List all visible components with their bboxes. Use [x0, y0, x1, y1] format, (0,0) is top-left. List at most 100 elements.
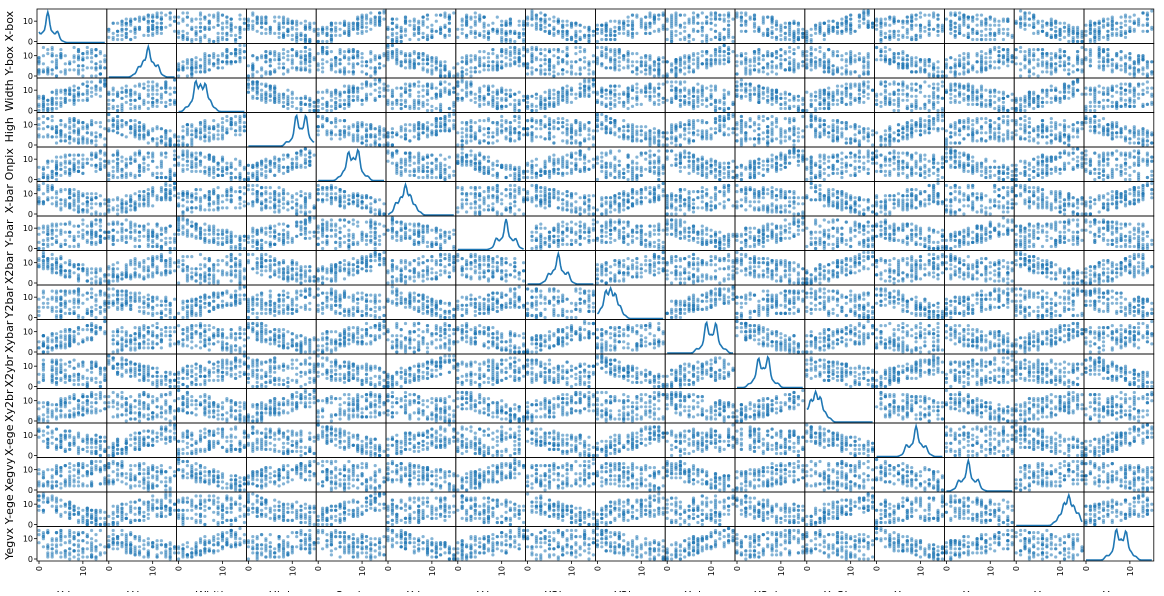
scatter-point — [792, 66, 795, 69]
scatter-point — [46, 52, 49, 55]
scatter-point — [1059, 38, 1062, 41]
panel-marks — [179, 81, 245, 112]
scatter-point — [875, 24, 878, 27]
scatter-point — [587, 28, 590, 31]
scatter-point — [701, 22, 704, 25]
scatter-point — [125, 95, 128, 98]
scatter-point — [478, 64, 481, 67]
scatter-point — [1054, 62, 1057, 65]
scatter-point — [801, 60, 804, 63]
scatter-point — [928, 64, 931, 67]
scatter-point — [561, 89, 564, 92]
scatter-point — [509, 46, 512, 49]
scatter-point — [696, 30, 699, 33]
scatter-point — [757, 70, 760, 73]
panel-marks — [945, 46, 1014, 78]
scatter-point — [662, 56, 665, 59]
scatter-point — [90, 60, 93, 63]
scatter-point — [583, 85, 586, 88]
scatter-point — [77, 99, 80, 102]
scatter-point — [347, 30, 350, 33]
scatter-point — [548, 89, 551, 92]
scatter-point — [1098, 48, 1101, 51]
scatter-point — [962, 16, 965, 19]
scatter-point — [627, 24, 630, 27]
scatter-point — [251, 87, 254, 90]
scatter-point — [679, 32, 682, 35]
scatter-point — [86, 99, 89, 102]
scatter-point — [1054, 30, 1057, 33]
scatter-point — [260, 99, 263, 102]
scatter-point — [474, 66, 477, 69]
scatter-point — [997, 66, 1000, 69]
scatter-point — [705, 38, 708, 41]
scatter-point — [657, 30, 660, 33]
scatter-point — [505, 105, 508, 108]
scatter-point — [474, 101, 477, 104]
scatter-point — [400, 95, 403, 98]
scatter-point — [291, 101, 294, 104]
scatter-point — [304, 34, 307, 37]
scatter-point — [408, 89, 411, 92]
scatter-point — [230, 24, 233, 27]
scatter-point — [391, 91, 394, 94]
scatter-point — [278, 16, 281, 19]
scatter-point — [422, 85, 425, 88]
scatter-point — [68, 87, 71, 90]
scatter-point — [1023, 54, 1026, 57]
scatter-point — [827, 66, 830, 69]
scatter-point — [208, 68, 211, 71]
scatter-point — [299, 32, 302, 35]
scatter-point — [1106, 64, 1109, 67]
scatter-point — [518, 109, 521, 112]
scatter-point — [321, 40, 324, 43]
scatter-point — [199, 64, 202, 67]
scatter-point — [221, 32, 224, 35]
scatter-point — [395, 18, 398, 21]
scatter-point — [286, 95, 289, 98]
scatter-point — [509, 20, 512, 23]
scatter-point — [1120, 22, 1123, 25]
scatter-point — [1041, 52, 1044, 55]
scatter-point — [814, 56, 817, 59]
scatter-point — [408, 20, 411, 23]
scatter-point — [439, 26, 442, 29]
scatter-point — [347, 85, 350, 88]
scatter-point — [731, 50, 734, 53]
scatter-point — [120, 87, 123, 90]
scatter-point — [129, 89, 132, 92]
scatter-point — [897, 52, 900, 55]
scatter-point — [256, 16, 259, 19]
scatter-point — [579, 66, 582, 69]
scatter-point — [304, 103, 307, 106]
scatter-point — [976, 18, 979, 21]
scatter-point — [530, 46, 533, 49]
scatter-point — [941, 70, 944, 73]
scatter-point — [225, 16, 228, 19]
scatter-point — [740, 62, 743, 65]
scatter-point — [744, 20, 747, 23]
scatter-point — [805, 40, 808, 43]
scatter-point — [264, 50, 267, 53]
scatter-point — [234, 26, 237, 29]
scatter-point — [430, 28, 433, 31]
scatter-point — [116, 105, 119, 108]
scatter-point — [762, 66, 765, 69]
scatter-point — [42, 70, 45, 73]
scatter-point — [1032, 22, 1035, 25]
scatter-point — [456, 62, 459, 65]
scatter-point — [395, 58, 398, 61]
scatter-point — [374, 89, 377, 92]
scatter-point — [112, 99, 115, 102]
scatter-point — [710, 38, 713, 41]
scatter-point — [818, 50, 821, 53]
scatter-point — [391, 22, 394, 25]
scatter-point — [426, 56, 429, 59]
scatter-point — [42, 97, 45, 100]
scatter-point — [1137, 68, 1140, 71]
scatter-point — [273, 50, 276, 53]
scatter-point — [77, 58, 80, 61]
scatter-point — [343, 91, 346, 94]
scatter-point — [980, 54, 983, 57]
scatter-point — [278, 24, 281, 27]
